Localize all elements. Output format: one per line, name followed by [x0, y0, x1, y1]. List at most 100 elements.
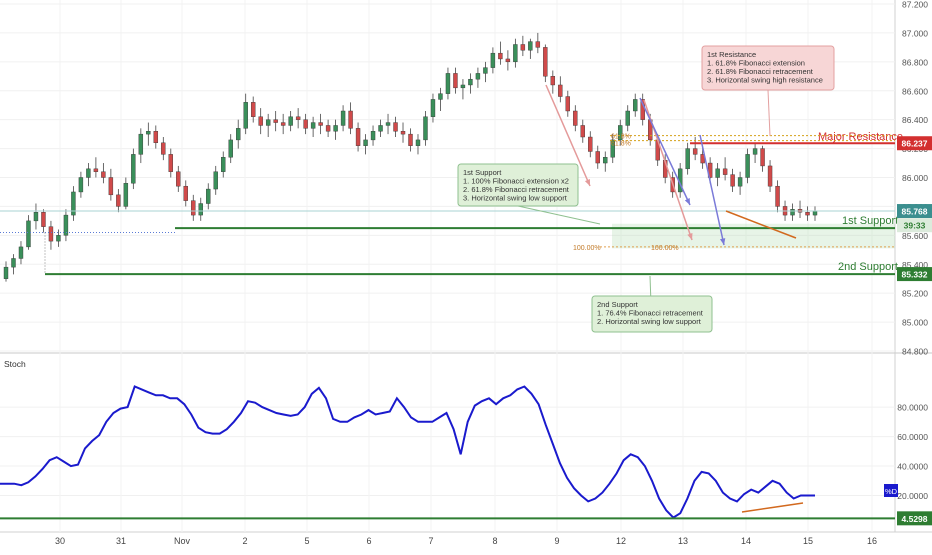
candle-body [445, 73, 451, 94]
candle-body [168, 154, 173, 172]
candle-body [760, 148, 765, 167]
candle-body [123, 183, 129, 207]
fib-label: 61.8% [611, 134, 631, 141]
candle-body [228, 139, 233, 158]
candle-body [303, 119, 308, 129]
candle-body [265, 119, 271, 126]
time-tick-label: 30 [55, 536, 65, 546]
price-tick-label: 85.400 [902, 260, 928, 270]
first-support-callout-line: 2. 61.8% Fibonacci retracement [463, 185, 570, 194]
time-tick-label: 5 [304, 536, 309, 546]
stoch-tick-label: 20.0000 [897, 491, 928, 501]
candle-body [460, 84, 466, 89]
fib-label: 100.00% [651, 245, 679, 252]
candle-body [400, 131, 406, 135]
candle-body [153, 131, 159, 144]
time-tick-label: 2 [242, 536, 247, 546]
candle-body [580, 125, 585, 138]
time-tick-label: 14 [741, 536, 751, 546]
candle-body [258, 116, 263, 126]
candle-body [86, 168, 91, 178]
candle-body [250, 102, 256, 117]
resistance-callout-box [701, 45, 835, 91]
candle-body [745, 154, 750, 178]
candle-body [355, 128, 361, 146]
second-support-tag [897, 267, 932, 282]
grid [0, 0, 895, 532]
divergence-line-stoch [741, 502, 804, 513]
countdown-tag [897, 218, 932, 233]
fib-arrow [639, 97, 691, 206]
candle-body [730, 174, 735, 187]
stoch-tick-label: 40.0000 [897, 462, 928, 472]
candle-body [63, 214, 69, 236]
candle-body [625, 110, 630, 126]
resistance-callout-line: 1. 61.8% Fibonacci extension [707, 59, 805, 68]
candle-body [41, 211, 46, 227]
second-support-callout-line: 1. 76.4% Fibonacci retracement [597, 309, 704, 318]
time-tick-label: 7 [428, 536, 433, 546]
candle-body [146, 131, 151, 135]
time-tick-label: 9 [554, 536, 559, 546]
candle-body [752, 148, 758, 155]
price-tick-label: 86.600 [902, 86, 928, 96]
price-tick-label: 85.000 [902, 318, 928, 328]
candle-body [206, 188, 211, 204]
candle-body [280, 122, 286, 126]
first-support-callout-line: 3. Horizontal swing low support [463, 194, 568, 203]
candle-body [692, 148, 698, 155]
second-support-callout-box [591, 295, 713, 333]
candle-body [588, 136, 593, 152]
second-support-callout-line: 2. Horizontal swing low support [597, 317, 702, 326]
stoch-line [0, 385, 815, 519]
candle-body [78, 177, 84, 193]
candles [3, 32, 818, 282]
time-tick-label: 6 [366, 536, 371, 546]
candle-body [108, 177, 114, 196]
stoch-level-tag [897, 511, 932, 526]
candle-body [430, 99, 436, 117]
candle-body [11, 258, 16, 268]
candle-body [805, 211, 810, 216]
time-tick-label: 8 [492, 536, 497, 546]
candle-body [550, 76, 556, 86]
major-resistance-tag [897, 136, 932, 151]
second-support-tag-text: 85.332 [902, 270, 928, 280]
second-support-callout-line: 2nd Support [597, 300, 639, 309]
candle-body [610, 139, 615, 158]
price-tick-label: 85.600 [902, 231, 928, 241]
candle-body [378, 125, 383, 132]
candle-body [93, 168, 99, 172]
candle-body [633, 99, 638, 112]
candle-body [288, 116, 293, 126]
candle-body [333, 125, 338, 132]
fib-arrow-head [684, 198, 690, 205]
first-support-callout-box [457, 163, 579, 207]
price-tick-label: 86.400 [902, 115, 928, 125]
candle-body [370, 131, 376, 141]
candle-body [48, 226, 54, 242]
fib-arrow [699, 134, 725, 246]
candle-body [221, 157, 226, 172]
resistance-callout-line: 2. 61.8% Fibonacci retracement [707, 67, 814, 76]
candle-body [273, 119, 278, 123]
candle-body [213, 171, 218, 190]
candle-body [543, 47, 548, 77]
current-price-tag [897, 204, 932, 219]
first-support-label: 1st Support [842, 215, 898, 227]
first-support-callout-line: 1st Support [463, 168, 502, 177]
candle-body [535, 41, 541, 48]
candle-body [56, 235, 61, 242]
major-resistance-tag-text: 86.237 [902, 139, 928, 149]
candle-body [483, 67, 488, 74]
candle-body [573, 110, 578, 126]
stoch-series-tag [884, 484, 898, 497]
candle-body [116, 194, 121, 207]
candle-body [393, 122, 398, 132]
candle-body [737, 177, 743, 187]
candle-body [3, 266, 9, 279]
candle-body [198, 203, 203, 216]
first-support-callout-line: 1. 100% Fibonacci extension x2 [463, 177, 569, 186]
